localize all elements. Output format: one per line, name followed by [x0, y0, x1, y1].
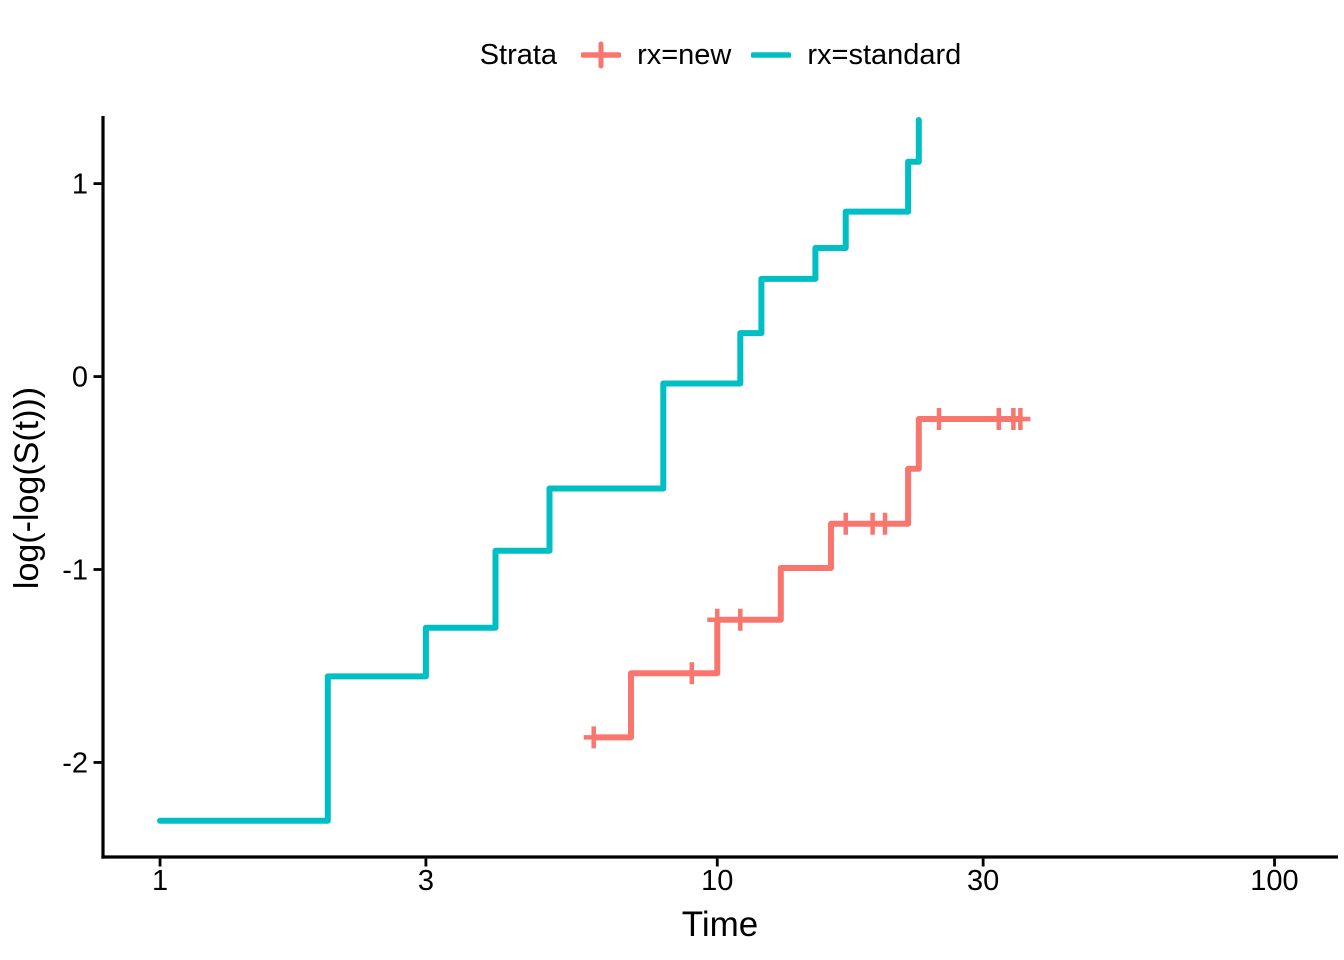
- x-tick-label-100: 100: [1250, 865, 1298, 897]
- legend-label-rx-new: rx=new: [637, 38, 732, 71]
- censor-mark: [929, 408, 949, 430]
- censor-mark: [875, 512, 895, 535]
- censor-mark: [1010, 408, 1031, 430]
- legend-title: Strata: [479, 38, 558, 71]
- x-tick-label-10: 10: [701, 865, 733, 897]
- legend-label-rx-standard: rx=standard: [807, 38, 962, 71]
- censor-mark: [707, 608, 728, 631]
- x-tick-label-3: 3: [418, 865, 434, 897]
- series-curve-rx-standard: [157, 117, 922, 824]
- x-axis-title: Time: [682, 905, 758, 944]
- legend-key-plus-line-icon: [581, 41, 622, 69]
- y-tick-label--2: -2: [62, 747, 88, 779]
- y-tick-label-1: 1: [72, 169, 88, 201]
- censor-mark: [835, 512, 856, 535]
- y-tick-label--1: -1: [62, 555, 88, 587]
- censor-mark: [681, 662, 702, 685]
- y-tick-label-0: 0: [72, 362, 88, 394]
- legend-key-line-icon: [751, 52, 792, 58]
- x-tick-label-1: 1: [152, 865, 168, 897]
- legend-entry-rx-standard: rx=standard: [751, 39, 961, 72]
- y-axis-title: log(-log(S(t))): [8, 387, 46, 589]
- legend: Strata rx=new rx=standard: [103, 32, 1338, 78]
- x-tick-label-30: 30: [967, 865, 999, 897]
- censor-mark: [730, 608, 751, 631]
- series-curve-rx-new: [590, 416, 1024, 741]
- legend-entry-rx-new: rx=new: [581, 39, 731, 72]
- censor-mark: [583, 726, 604, 749]
